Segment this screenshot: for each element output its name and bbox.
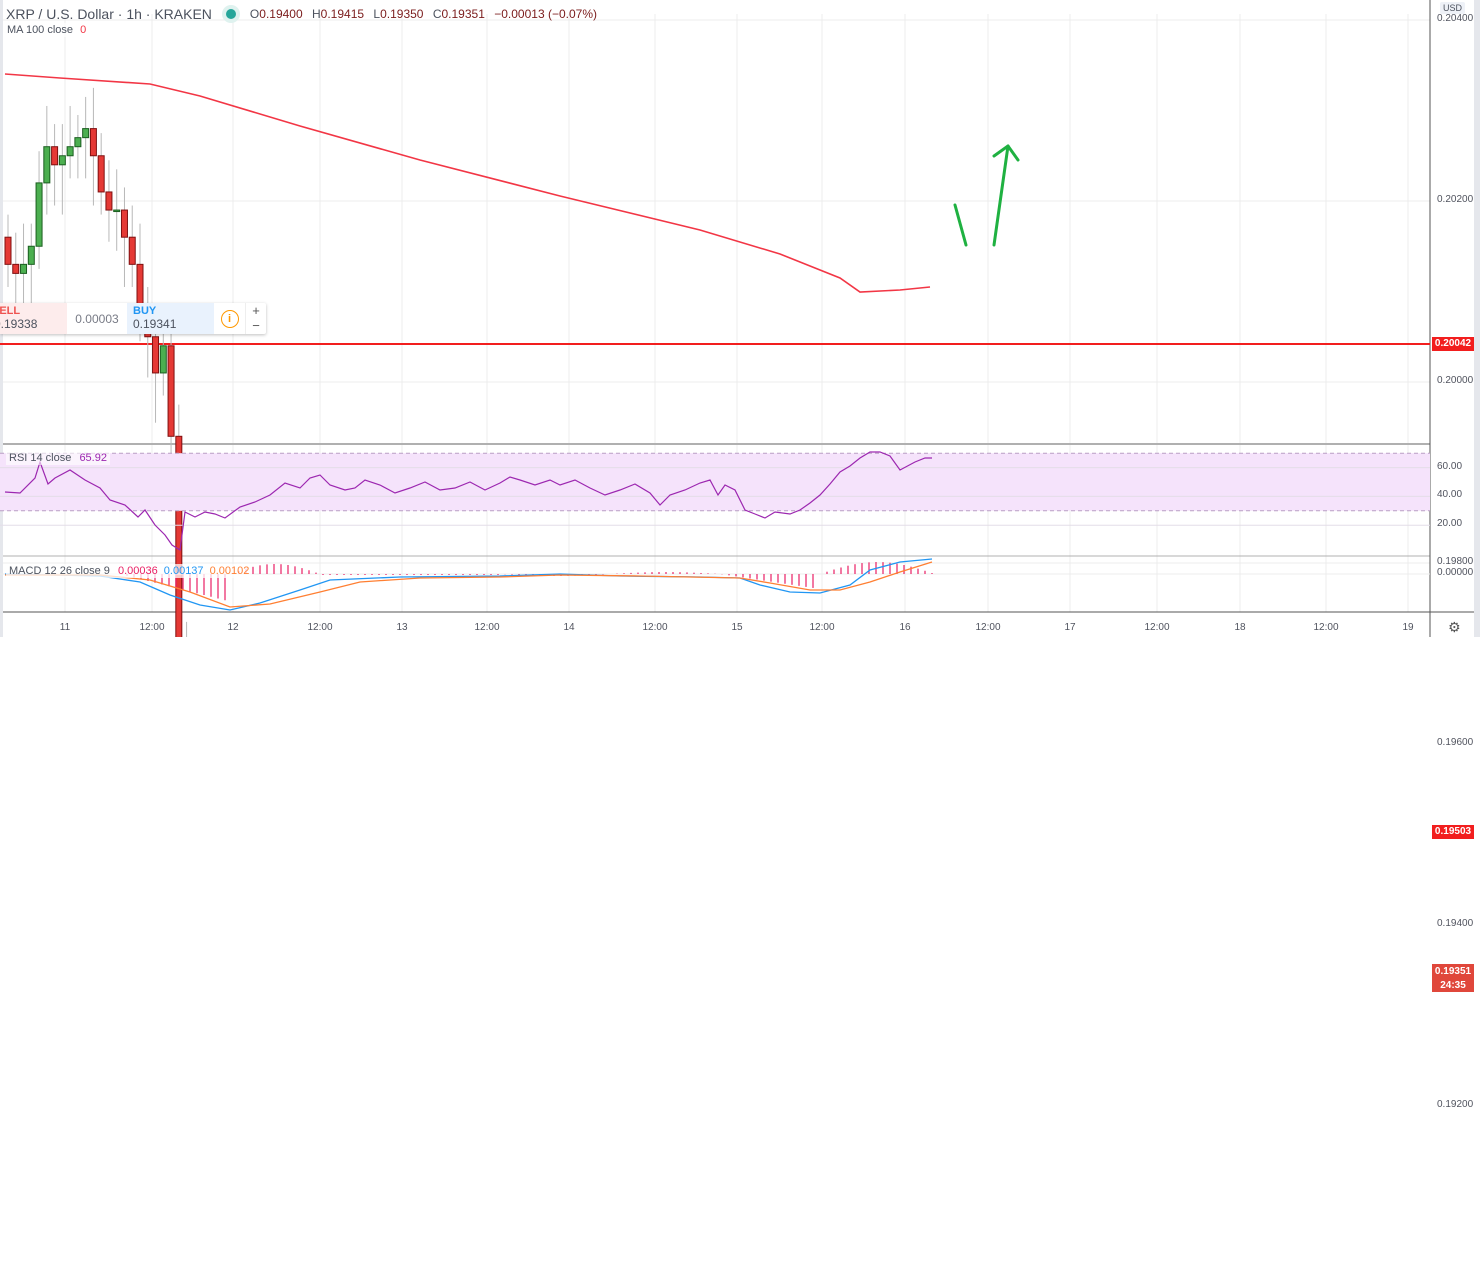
info-icon: i: [220, 309, 239, 328]
symbol-legend: XRP / U.S. Dollar · 1h · KRAKEN O0.19400…: [0, 4, 603, 24]
ma-legend-label: MA 100 close: [7, 24, 74, 36]
time-tick-label: 12:00: [1313, 622, 1339, 633]
time-tick-label: 14: [563, 622, 575, 633]
low-value: 0.19350: [380, 7, 424, 21]
price-tag: 0.19503: [1432, 824, 1474, 839]
macd-legend[interactable]: MACD 12 26 close 9 0.00036 0.00137 0.001…: [6, 564, 253, 578]
currency-label[interactable]: USD: [1440, 2, 1466, 14]
trade-widget: SELL 0.19338 0.00003 BUY 0.19341 i + −: [0, 303, 266, 334]
price-tick-label: 0.19200: [1437, 1099, 1474, 1110]
price-tick-label: 0.19600: [1437, 737, 1474, 748]
change-value: −0.00013 (−0.07%): [494, 7, 597, 21]
time-tick-label: 12:00: [139, 622, 165, 633]
time-tick-label: 12:00: [642, 622, 668, 633]
time-tick-label: 19: [1402, 622, 1414, 633]
sell-label: SELL: [0, 305, 21, 317]
time-tick-label: 12: [227, 622, 239, 633]
zoom-in-button[interactable]: +: [252, 303, 260, 318]
ohlc-values: O0.19400 H0.19415 L0.19350 C0.19351 −0.0…: [250, 7, 603, 21]
ma-legend[interactable]: MA 100 close 0: [4, 23, 90, 37]
rsi-legend-label: RSI 14 close: [9, 452, 72, 464]
time-tick-label: 12:00: [1144, 622, 1170, 633]
rsi-legend[interactable]: RSI 14 close 65.92: [6, 451, 110, 465]
low-label: L: [373, 7, 381, 21]
gear-icon[interactable]: ⚙: [1448, 619, 1461, 635]
time-tick-label: 16: [899, 622, 911, 633]
price-tag: 0.19351: [1432, 964, 1474, 979]
price-tick-label: 0.19400: [1437, 918, 1474, 929]
high-label: H: [312, 7, 321, 21]
buy-price: 0.19341: [133, 317, 177, 331]
buy-button[interactable]: BUY 0.19341: [127, 303, 214, 334]
zoom-out-button[interactable]: −: [252, 318, 260, 333]
macd-hist-value: 0.00036: [117, 565, 158, 577]
rsi-legend-value: 65.92: [79, 452, 107, 464]
close-label: C: [432, 7, 442, 21]
price-tick-label: 0.20000: [1437, 375, 1474, 386]
time-tick-label: 12:00: [975, 622, 1001, 633]
time-tick-label: 12:00: [809, 622, 835, 633]
macd-legend-label: MACD 12 26 close 9: [9, 565, 110, 577]
time-tick-label: 13: [396, 622, 408, 633]
symbol-title[interactable]: XRP / U.S. Dollar · 1h · KRAKEN: [6, 6, 212, 22]
info-button[interactable]: i: [214, 303, 245, 334]
price-tick-label: 0.20200: [1437, 194, 1474, 205]
time-tick-label: 12:00: [307, 622, 333, 633]
high-value: 0.19415: [320, 7, 365, 21]
price-tag: 0.20042: [1432, 336, 1474, 351]
market-status-icon: [225, 9, 236, 19]
buy-label: BUY: [133, 305, 157, 317]
sell-price: 0.19338: [0, 317, 38, 331]
price-tick-label: 0.19800: [1437, 556, 1474, 567]
time-tick-label: 11: [59, 622, 71, 633]
macd-tick-label: 0.00000: [1437, 567, 1474, 578]
time-tick-label: 17: [1064, 622, 1076, 633]
quantity-stepper: + −: [245, 303, 266, 334]
close-value: 0.19351: [441, 7, 485, 21]
spread-value: 0.00003: [75, 311, 119, 326]
rsi-tick-label: 40.00: [1437, 489, 1463, 501]
rsi-tick-label: 60.00: [1437, 460, 1463, 472]
open-label: O: [249, 7, 260, 21]
ma-legend-value: 0: [80, 24, 87, 36]
time-tick-label: 15: [731, 622, 743, 633]
open-value: 0.19400: [259, 7, 303, 21]
price-tick-label: 0.20400: [1437, 13, 1474, 24]
macd-signal-value: 0.00102: [209, 565, 250, 577]
time-tick-label: 18: [1234, 622, 1246, 633]
time-tick-label: 12:00: [474, 622, 500, 633]
sell-button[interactable]: SELL 0.19338: [0, 303, 67, 334]
price-tag: 24:35: [1432, 978, 1474, 993]
macd-line-value: 0.00137: [163, 565, 204, 577]
rsi-tick-label: 20.00: [1437, 518, 1463, 530]
